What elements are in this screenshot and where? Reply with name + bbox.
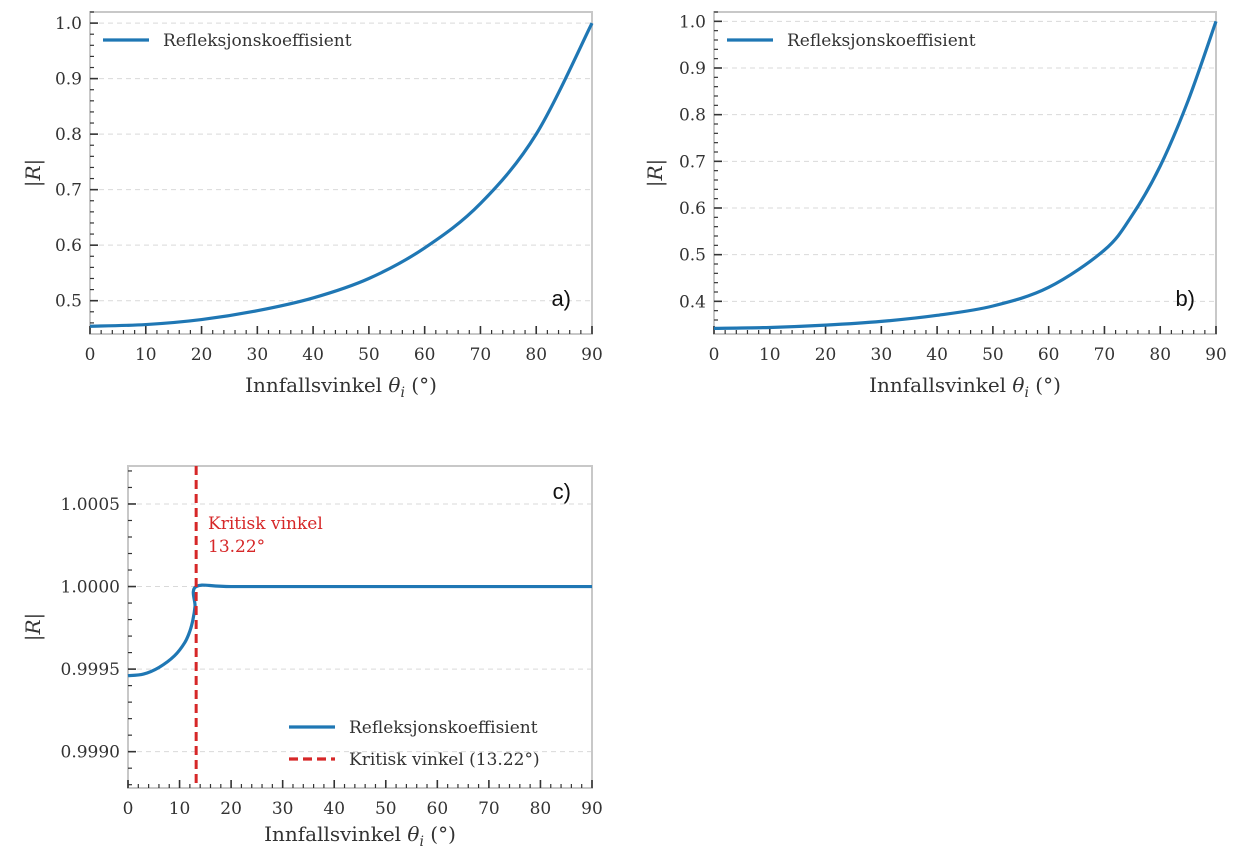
- x-tick-label: 90: [581, 345, 603, 365]
- legend-label: Kritisk vinkel (13.22°): [349, 750, 540, 770]
- y-tick-label: 0.8: [679, 106, 706, 126]
- axes-frame: [89, 11, 593, 335]
- legend: Refleksjonskoeffisient: [103, 31, 352, 51]
- x-tick-label: 50: [375, 799, 397, 819]
- y-axis-label: |R|: [21, 613, 46, 642]
- x-tick-label: 80: [525, 345, 547, 365]
- x-tick-label: 70: [470, 345, 492, 365]
- annotation-line: 13.22°: [208, 537, 265, 557]
- x-tick-label: 60: [414, 345, 436, 365]
- series-line-1: [89, 22, 594, 328]
- panel-label: b): [1175, 286, 1195, 311]
- x-tick-label: 20: [191, 345, 213, 365]
- legend-label: Refleksjonskoeffisient: [787, 31, 976, 51]
- y-tick-label: 0.6: [679, 199, 706, 219]
- x-tick-label: 80: [530, 799, 552, 819]
- y-tick-label: 0.5: [55, 292, 82, 312]
- x-tick-label: 60: [1038, 345, 1060, 365]
- y-tick-label: 1.0005: [61, 495, 120, 515]
- series-line-1: [713, 20, 1218, 330]
- legend-label: Refleksjonskoeffisient: [163, 31, 352, 51]
- y-tick-label: 0.9: [55, 70, 82, 90]
- x-tick-label: 50: [358, 345, 380, 365]
- x-tick-label: 0: [123, 799, 134, 819]
- x-tick-label: 0: [709, 345, 720, 365]
- chart-panel-2: 0 10 20 30 40 50 60 70 80 90 0.4 0.5 0.6 0.7 0.8 0.9 1.0…: [643, 11, 1227, 401]
- y-tick-label: 0.7: [679, 152, 706, 172]
- x-tick-label: 20: [815, 345, 837, 365]
- y-tick-label: 0.8: [55, 125, 82, 145]
- y-axis-label: |R|: [643, 159, 668, 188]
- legend-label: Refleksjonskoeffisient: [349, 718, 538, 738]
- x-tick-label: 50: [982, 345, 1004, 365]
- x-tick-label: 30: [247, 345, 269, 365]
- x-tick-label: 90: [1205, 345, 1227, 365]
- annotation-critical-angle: Kritisk vinkel 13.22°: [208, 514, 323, 557]
- legend: Refleksjonskoeffisient Kritisk vinkel (13…: [289, 718, 540, 770]
- panel-label: a): [551, 286, 571, 311]
- x-axis-label: Innfallsvinkel θi (°): [264, 822, 456, 847]
- x-tick-label: 70: [1094, 345, 1116, 365]
- x-tick-label: 30: [871, 345, 893, 365]
- y-tick-label: 0.4: [679, 292, 706, 312]
- x-tick-label: 40: [323, 799, 345, 819]
- chart-panel-3: 0 10 20 30 40 50 60 70 80 90 0.9990 0.9995 1.0000 1.0…: [21, 465, 603, 847]
- x-tick-label: 70: [478, 799, 500, 819]
- x-tick-label: 20: [220, 799, 242, 819]
- x-tick-label: 10: [759, 345, 781, 365]
- panel-label: c): [553, 479, 571, 504]
- y-tick-label: 0.9990: [61, 743, 120, 763]
- x-tick-label: 0: [85, 345, 96, 365]
- x-tick-label: 80: [1149, 345, 1171, 365]
- y-tick-label: 1.0000: [61, 578, 120, 598]
- x-tick-label: 10: [169, 799, 191, 819]
- annotation-line: Kritisk vinkel: [208, 514, 323, 534]
- y-tick-label: 1.0: [55, 14, 82, 34]
- x-tick-label: 40: [926, 345, 948, 365]
- x-tick-label: 10: [135, 345, 157, 365]
- x-tick-label: 30: [272, 799, 294, 819]
- axes-frame: [713, 11, 1217, 335]
- y-tick-label: 0.7: [55, 181, 82, 201]
- x-tick-label: 60: [427, 799, 449, 819]
- x-tick-label: 40: [302, 345, 324, 365]
- y-tick-label: 0.5: [679, 246, 706, 266]
- y-tick-label: 0.9: [679, 59, 706, 79]
- legend: Refleksjonskoeffisient: [727, 31, 976, 51]
- y-tick-label: 1.0: [679, 12, 706, 32]
- x-axis-label: Innfallsvinkel θi (°): [869, 373, 1061, 401]
- x-axis-label: Innfallsvinkel θi (°): [245, 373, 437, 401]
- y-tick-label: 0.9995: [61, 660, 120, 680]
- chart-panel-1: 0 10 20 30 40 50 60 70 80 90 0.5 0.6 0.7 0.8 0.9 1.0 Inn…: [21, 11, 603, 401]
- y-axis-label: |R|: [21, 159, 46, 188]
- axes-frame: [127, 465, 593, 789]
- x-tick-label: 90: [581, 799, 603, 819]
- y-tick-label: 0.6: [55, 236, 82, 256]
